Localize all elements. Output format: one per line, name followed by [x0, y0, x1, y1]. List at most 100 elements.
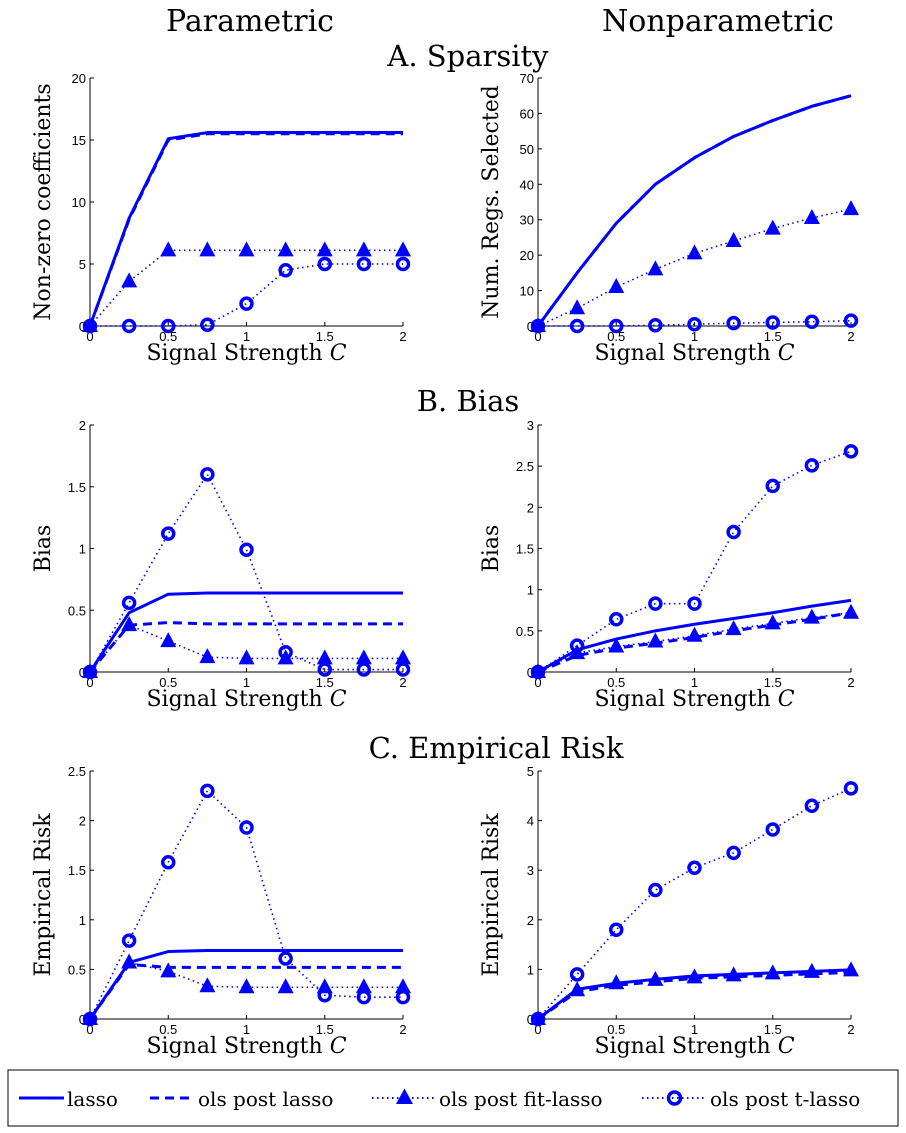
x-tick-label: 0 [86, 675, 93, 690]
series-line-lasso [536, 94, 852, 327]
x-tick-label: 2 [399, 1022, 406, 1037]
y-tick-label: 4 [527, 814, 534, 829]
x-tick-label: 0.5 [607, 329, 625, 344]
x-tick-label: 0.5 [159, 675, 177, 690]
point-marker-ols-post-fit-lasso [355, 241, 372, 257]
point-marker-ols-post-fit-lasso [843, 603, 859, 619]
point-marker-ols-post-t-lasso [765, 822, 780, 837]
point-marker-ols-post-t-lasso [609, 922, 624, 937]
point-marker-ols-post-fit-lasso [803, 208, 820, 224]
point-marker-ols-post-fit-lasso [199, 241, 216, 257]
x-tick-label: 2 [399, 675, 406, 690]
x-tick-label: 1 [243, 675, 250, 690]
y-tick-label: 5 [527, 764, 534, 779]
point-marker-ols-post-fit-lasso [686, 244, 703, 260]
series-line-ols-post-lasso [536, 94, 852, 327]
x-tick-label: 1 [691, 675, 698, 690]
column-title-parametric: Parametric [166, 4, 334, 39]
point-marker-ols-post-t-lasso [687, 316, 702, 332]
y-tick-label: 2 [79, 418, 86, 433]
x-tick-label: 2 [847, 329, 854, 344]
legend-label-lasso: lasso [67, 1087, 118, 1111]
x-axis-label: Signal Strength C [146, 341, 346, 366]
point-marker-ols-post-t-lasso [82, 1011, 98, 1027]
legend-item-ols-post-lasso: ols post lasso [150, 1087, 333, 1111]
point-marker-ols-post-fit-lasso [121, 953, 138, 969]
x-tick-label: 0.5 [607, 675, 625, 690]
section-title-bias: B. Bias [417, 384, 520, 418]
y-tick-label: 0 [527, 665, 534, 680]
series-line-ols-post-lasso [88, 962, 403, 1020]
x-tick-label: 1.5 [764, 329, 782, 344]
point-marker-ols-post-t-lasso [161, 855, 176, 870]
x-tick-label: 0.5 [159, 329, 177, 344]
point-marker-ols-post-t-lasso [278, 951, 293, 966]
point-marker-ols-post-fit-lasso [764, 614, 781, 630]
point-marker-ols-post-fit-lasso [160, 632, 177, 648]
x-tick-label: 2 [847, 675, 854, 690]
point-marker-ols-post-t-lasso [843, 444, 859, 459]
y-tick-label: 3 [527, 863, 534, 878]
y-tick-label: 2 [527, 500, 534, 515]
point-marker-ols-post-t-lasso [121, 595, 137, 611]
x-tick-label: 1 [243, 329, 250, 344]
point-marker-ols-post-fit-lasso [355, 978, 372, 994]
point-marker-ols-post-fit-lasso [355, 649, 372, 665]
x-axis-label: Signal Strength C [594, 687, 794, 712]
y-tick-label: 2.5 [68, 764, 86, 779]
point-marker-ols-post-fit-lasso [803, 962, 820, 978]
point-marker-ols-post-t-lasso [765, 478, 780, 494]
y-tick-label: 15 [72, 133, 86, 148]
y-tick-label: 2 [79, 814, 86, 829]
series-line-ols-post-t-lasso [537, 787, 852, 1020]
point-marker-ols-post-t-lasso [648, 318, 663, 333]
y-tick-label: 1.5 [68, 480, 86, 495]
series-line-ols-post-fit-lasso [537, 969, 852, 1020]
y-tick-label: 3 [527, 418, 534, 433]
section-title-sparsity: A. Sparsity [386, 39, 549, 73]
x-axis-label: Signal Strength C [594, 1034, 794, 1059]
series-line-ols-post-lasso [537, 611, 852, 674]
point-marker-ols-post-t-lasso [648, 596, 663, 611]
point-marker-ols-post-fit-lasso [843, 961, 859, 977]
y-tick-label: 2.5 [516, 459, 534, 474]
y-tick-label: 60 [520, 106, 534, 121]
x-tick-label: 0.5 [159, 1022, 177, 1037]
y-tick-label: 30 [520, 213, 534, 228]
point-marker-ols-post-fit-lasso [725, 620, 742, 636]
point-marker-ols-post-fit-lasso [608, 278, 625, 294]
point-marker-ols-post-t-lasso [843, 781, 859, 796]
point-marker-ols-post-fit-lasso [238, 241, 255, 257]
y-tick-label: 10 [72, 195, 86, 210]
x-tick-label: 0.5 [607, 1022, 625, 1037]
y-tick-label: 70 [520, 71, 534, 86]
y-tick-label: 1 [527, 962, 534, 977]
x-tick-label: 1.5 [316, 1022, 334, 1037]
point-marker-ols-post-fit-lasso [725, 231, 742, 247]
point-marker-ols-post-t-lasso [726, 524, 741, 540]
point-marker-ols-post-t-lasso [687, 596, 702, 611]
point-marker-ols-post-t-lasso [804, 458, 820, 473]
point-marker-ols-post-t-lasso [356, 989, 372, 1005]
point-marker-ols-post-t-lasso [395, 256, 411, 272]
point-marker-ols-post-t-lasso [530, 664, 546, 680]
point-marker-ols-post-t-lasso [317, 987, 332, 1003]
point-marker-ols-post-fit-lasso [725, 966, 742, 982]
point-marker-ols-post-fit-lasso [395, 978, 411, 994]
chart-risk-nonparametric: 0 0.5 1 1.5 2 0 1 2 3 4 5 Signal Strength C Empirica… [479, 764, 859, 1059]
x-axis-label: Signal Strength C [594, 341, 794, 366]
y-tick-label: 20 [72, 71, 86, 86]
series-line-ols-post-t-lasso [89, 473, 403, 673]
y-tick-label: 40 [520, 177, 534, 192]
point-marker-ols-post-t-lasso [356, 256, 372, 272]
y-tick-label: 10 [520, 284, 534, 299]
point-marker-ols-post-fit-lasso [764, 964, 781, 980]
y-tick-label: 2 [527, 913, 534, 928]
point-marker-ols-post-t-lasso [569, 318, 585, 334]
x-tick-label: 0 [86, 1022, 93, 1037]
point-marker-ols-post-t-lasso [530, 1011, 546, 1027]
point-marker-ols-post-fit-lasso [608, 974, 625, 990]
chart-bias-nonparametric: 0 0.5 1 1.5 2 0 0.5 1 1.5 2 2.5 3 Signal Strength C B… [479, 418, 859, 712]
